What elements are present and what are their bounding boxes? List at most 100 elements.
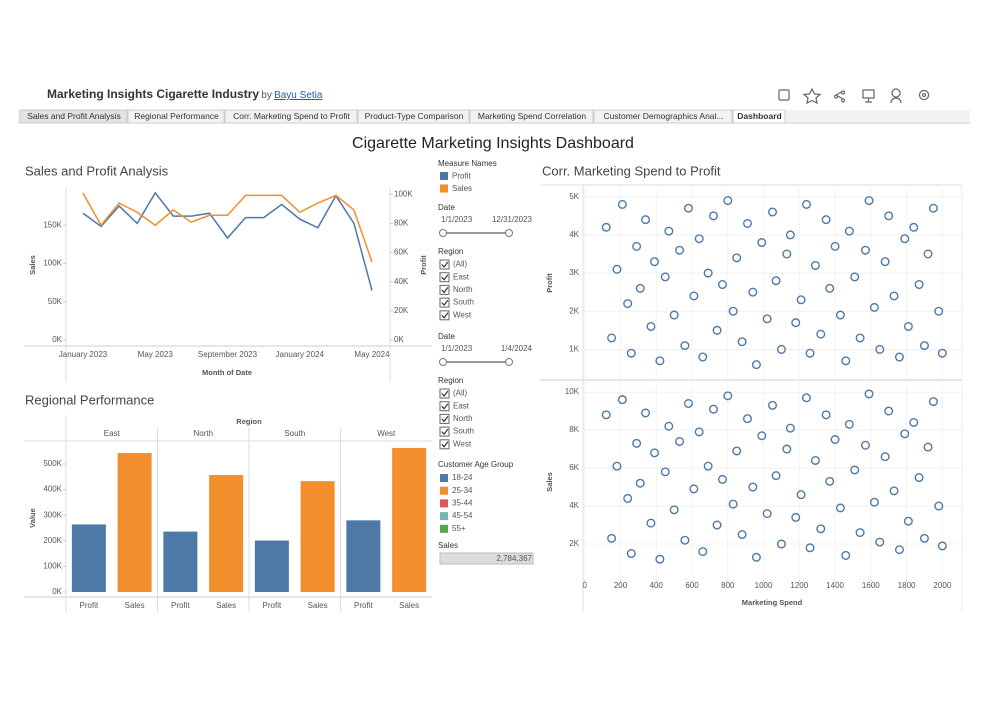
y-tick-label: 400K (43, 485, 62, 494)
checkbox-label[interactable]: West (453, 439, 472, 448)
legend-title: Measure Names (438, 159, 497, 168)
point (768, 400, 778, 410)
point (703, 268, 713, 278)
slider-handle[interactable] (505, 229, 513, 237)
checkbox[interactable] (439, 426, 450, 437)
point (655, 554, 665, 564)
icon-edit[interactable] (778, 89, 790, 101)
tab-label[interactable]: Sales and Profit Analysis (27, 111, 121, 121)
legend-label: Sales (452, 184, 472, 193)
point (785, 423, 795, 433)
check-mark (441, 416, 449, 423)
filter-title: Sales (438, 541, 458, 550)
checkbox[interactable] (439, 388, 450, 399)
tab[interactable] (732, 109, 786, 124)
x-tick-label: September 2023 (198, 350, 258, 359)
icon-share[interactable] (834, 90, 846, 103)
checkbox[interactable] (439, 439, 450, 450)
point (937, 348, 947, 358)
point (850, 272, 860, 282)
point (869, 497, 879, 507)
point (709, 211, 719, 221)
point (830, 435, 840, 445)
dashboard-title: Cigarette Marketing Insights Dashboard (352, 135, 634, 152)
tab[interactable] (127, 109, 225, 124)
bar (254, 540, 289, 592)
tab-label[interactable]: Marketing Spend Correlation (478, 111, 586, 121)
tab[interactable] (357, 109, 470, 124)
checkbox-label[interactable]: North (453, 414, 473, 423)
y2-tick-label: 40K (394, 277, 409, 286)
checkbox[interactable] (439, 284, 450, 295)
slider-handle[interactable] (439, 229, 447, 237)
legend-swatch (440, 512, 448, 521)
tab[interactable] (469, 109, 594, 124)
checkbox-label[interactable]: West (453, 310, 472, 319)
point (694, 234, 704, 244)
x-tick-label: Sales (125, 601, 145, 610)
tab-label[interactable]: Corr. Marketing Spend to Profit (233, 111, 350, 121)
point (923, 442, 933, 452)
y2-tick-label: 60K (394, 248, 409, 257)
y-tick-label: 0K (52, 335, 62, 344)
slider-handle[interactable] (505, 358, 513, 366)
y-axis-label: Sales (545, 472, 554, 492)
legend-swatch (440, 524, 448, 533)
point (709, 404, 719, 414)
tab-label[interactable]: Customer Demographics Anal... (604, 111, 724, 121)
icon-user[interactable] (890, 88, 902, 104)
checkbox-label[interactable]: South (453, 298, 474, 307)
tab-label[interactable]: Dashboard (737, 111, 781, 121)
point (641, 408, 651, 418)
tab[interactable] (593, 109, 733, 124)
slider-handle[interactable] (439, 358, 447, 366)
point (723, 196, 733, 206)
x-tick-label: 400 (650, 581, 664, 590)
tab-label[interactable]: Product-Type Comparison (365, 111, 464, 121)
icon-present[interactable] (862, 89, 875, 103)
point (816, 524, 826, 534)
tab[interactable] (19, 109, 128, 124)
x-tick-label: 800 (721, 581, 735, 590)
range-bar[interactable] (439, 552, 534, 565)
icon-settings[interactable] (918, 89, 930, 101)
legend-swatch (440, 499, 448, 508)
checkbox-label[interactable]: East (453, 272, 470, 281)
point (791, 512, 801, 522)
icon-favorite[interactable] (802, 87, 822, 105)
checkbox[interactable] (439, 401, 450, 412)
checkbox-label[interactable]: South (453, 427, 474, 436)
author-link[interactable]: Bayu Setia (274, 90, 323, 101)
checkbox[interactable] (439, 272, 450, 283)
check-mark (441, 287, 449, 294)
legend-swatch (440, 184, 448, 193)
checkbox[interactable] (439, 310, 450, 321)
byline: by (261, 90, 272, 101)
point (835, 310, 845, 320)
point (894, 545, 904, 555)
checkbox-label[interactable]: North (453, 285, 473, 294)
tab[interactable] (224, 109, 358, 124)
x-tick-label: 1400 (826, 581, 844, 590)
checkbox-label[interactable]: East (453, 401, 470, 410)
checkbox[interactable] (439, 297, 450, 308)
x-tick-label: 1200 (790, 581, 808, 590)
point (903, 516, 913, 526)
point (742, 218, 752, 228)
point (801, 393, 811, 403)
point (844, 419, 854, 429)
point (650, 257, 660, 267)
point (751, 360, 761, 370)
checkbox[interactable] (439, 413, 450, 424)
point (771, 471, 781, 481)
point (884, 406, 894, 416)
point (875, 537, 885, 547)
tab-label[interactable]: Regional Performance (134, 111, 219, 121)
checkbox-label[interactable]: (All) (453, 389, 468, 398)
point (825, 476, 835, 486)
checkbox[interactable] (439, 259, 450, 270)
checkbox-label[interactable]: (All) (453, 260, 468, 269)
point (757, 431, 767, 441)
point (869, 302, 879, 312)
y2-tick-label: 100K (394, 189, 413, 198)
